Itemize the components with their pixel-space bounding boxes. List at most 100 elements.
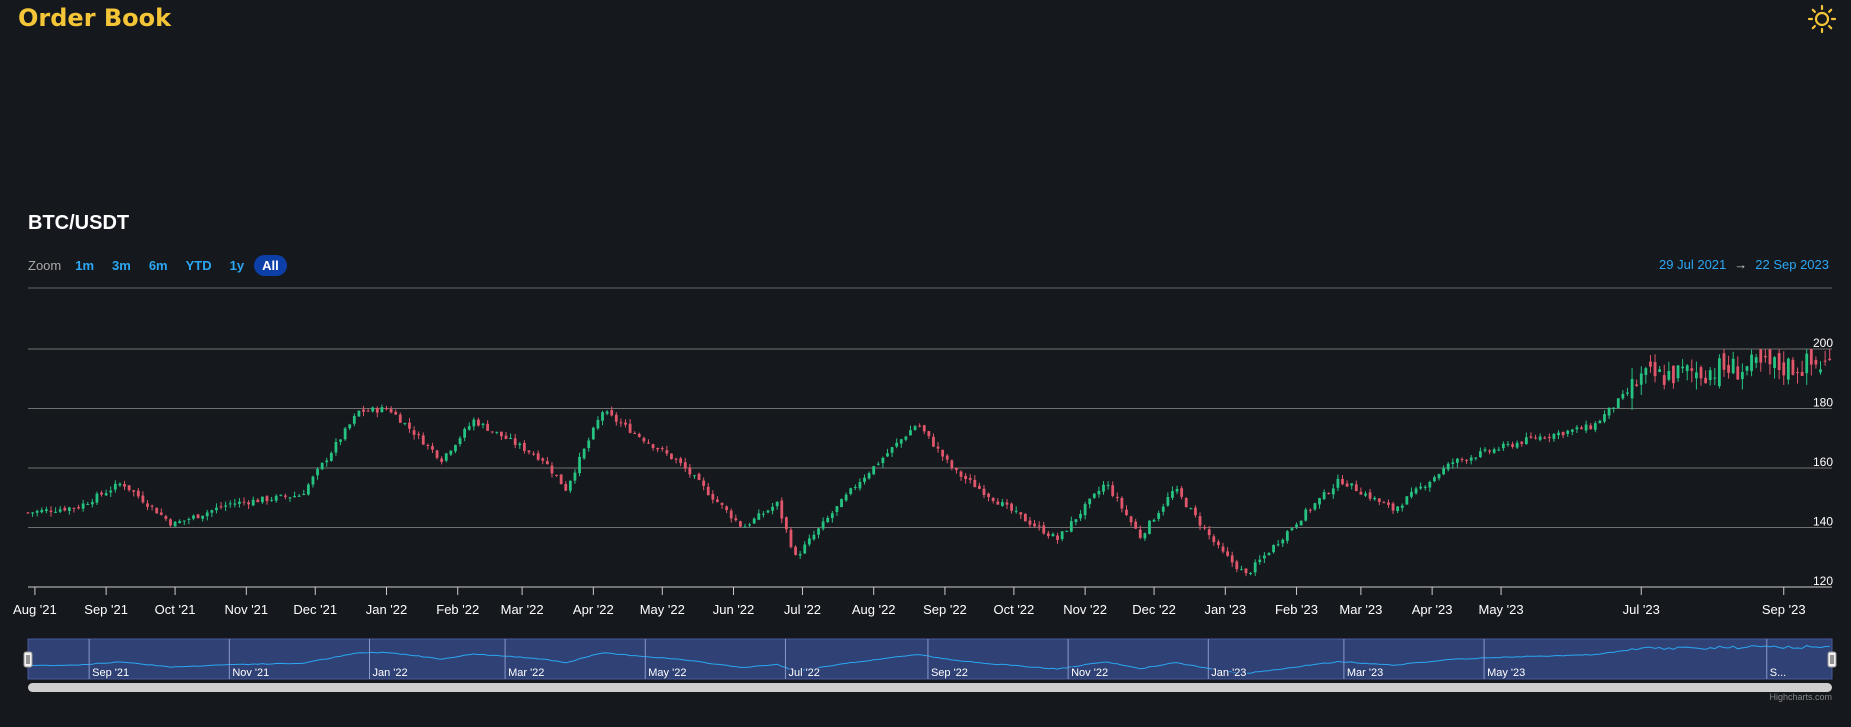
zoom-1y-button[interactable]: 1y — [229, 257, 245, 273]
candle-down — [1699, 367, 1703, 379]
candle-down — [729, 510, 733, 519]
candle-down — [421, 435, 425, 445]
x-tick-label: Jan '22 — [366, 602, 408, 617]
range-to[interactable]: 22 Sep 2023 — [1755, 257, 1829, 272]
x-tick-label: Aug '22 — [852, 602, 896, 617]
candle-up — [1290, 528, 1294, 531]
sun-icon[interactable] — [1807, 4, 1837, 34]
navigator-series — [28, 645, 1830, 674]
candle-down — [647, 442, 650, 444]
candle-up — [817, 528, 820, 535]
candle-down — [1056, 535, 1059, 540]
zoom-3m-button[interactable]: 3m — [112, 257, 131, 273]
candle-up — [1000, 502, 1004, 506]
candle-down — [545, 461, 549, 465]
candle-up — [1695, 372, 1698, 379]
candle-up — [601, 412, 604, 421]
candle-up — [821, 521, 825, 529]
candle-down — [959, 471, 963, 477]
candle-down — [1635, 384, 1639, 387]
candle-down — [123, 484, 126, 487]
candle-down — [1368, 492, 1372, 499]
candle-up — [1088, 498, 1092, 505]
candle-up — [1446, 463, 1450, 470]
candle-down — [1672, 365, 1675, 384]
candle-up — [1079, 513, 1082, 519]
candle-up — [1074, 519, 1078, 523]
candle-up — [596, 420, 600, 429]
candle-down — [1120, 497, 1124, 509]
candle-up — [1106, 484, 1110, 486]
candle-down — [265, 496, 269, 502]
navigator-label: Nov '22 — [1071, 667, 1108, 679]
range-from[interactable]: 29 Jul 2021 — [1659, 257, 1727, 272]
candle-down — [477, 419, 480, 426]
candle-up — [343, 428, 347, 440]
candle-up — [118, 483, 122, 486]
candle-down — [394, 411, 398, 415]
candle-down — [1327, 492, 1331, 494]
candle-up — [1092, 493, 1096, 498]
candle-down — [651, 444, 655, 449]
candle-down — [146, 503, 149, 507]
candle-down — [1194, 507, 1197, 516]
zoom-all-button[interactable]: All — [254, 254, 287, 276]
candle-down — [159, 512, 163, 515]
candle-up — [1318, 498, 1321, 505]
candle-down — [1561, 431, 1565, 436]
candle-down — [1547, 436, 1551, 438]
candle-down — [541, 458, 545, 461]
candle-up — [1612, 407, 1616, 409]
highcharts-credit[interactable]: Highcharts.com — [1769, 692, 1832, 702]
candle-down — [504, 435, 508, 439]
candle-down — [941, 449, 945, 457]
candle-down — [968, 477, 972, 480]
navigator-label: May '22 — [648, 667, 686, 679]
candle-down — [964, 475, 968, 480]
candle-up — [1667, 370, 1671, 380]
zoom-6m-button[interactable]: 6m — [148, 257, 168, 273]
candle-up — [205, 512, 209, 517]
candle-up — [895, 442, 899, 447]
candle-down — [1345, 483, 1349, 487]
candle-down — [991, 497, 995, 502]
x-tick-label: Jul '22 — [784, 602, 821, 617]
candle-up — [803, 544, 807, 554]
candle-up — [109, 490, 113, 493]
candle-down — [1823, 360, 1827, 362]
candle-down — [1134, 521, 1138, 529]
candle-up — [766, 510, 770, 513]
candle-down — [536, 453, 540, 460]
candle-down — [936, 446, 940, 449]
candle-down — [1212, 536, 1216, 543]
candle-up — [826, 517, 830, 523]
candle-up — [1506, 443, 1510, 445]
candle-up — [1566, 430, 1570, 434]
candle-up — [757, 513, 761, 520]
candle-up — [798, 554, 802, 556]
candle-down — [440, 458, 444, 462]
zoom-ytd-button[interactable]: YTD — [185, 257, 212, 273]
candle-down — [1382, 502, 1386, 504]
candle-up — [1428, 481, 1432, 488]
candle-up — [1400, 505, 1404, 508]
candle-down — [389, 408, 393, 413]
candle-down — [1511, 444, 1514, 447]
candle-down — [973, 479, 977, 488]
candle-up — [104, 493, 108, 496]
x-tick-label: Mar '23 — [1339, 602, 1382, 617]
candle-down — [500, 431, 503, 437]
candle-up — [90, 502, 94, 505]
zoom-1m-button[interactable]: 1m — [75, 257, 95, 273]
candle-up — [1331, 488, 1335, 495]
candle-down — [1005, 502, 1009, 505]
navigator-label: S... — [1770, 667, 1787, 679]
navigator: Sep '21 Nov '21 Jan '22 Mar '22 May '22 Jul '… — [23, 638, 1837, 692]
candle-up — [1285, 531, 1289, 541]
candle-up — [1639, 373, 1643, 385]
candle-up — [1065, 530, 1069, 532]
candle-down — [1198, 516, 1202, 526]
navigator-label: Nov '21 — [232, 667, 269, 679]
x-tick-label: Aug '21 — [13, 602, 57, 617]
